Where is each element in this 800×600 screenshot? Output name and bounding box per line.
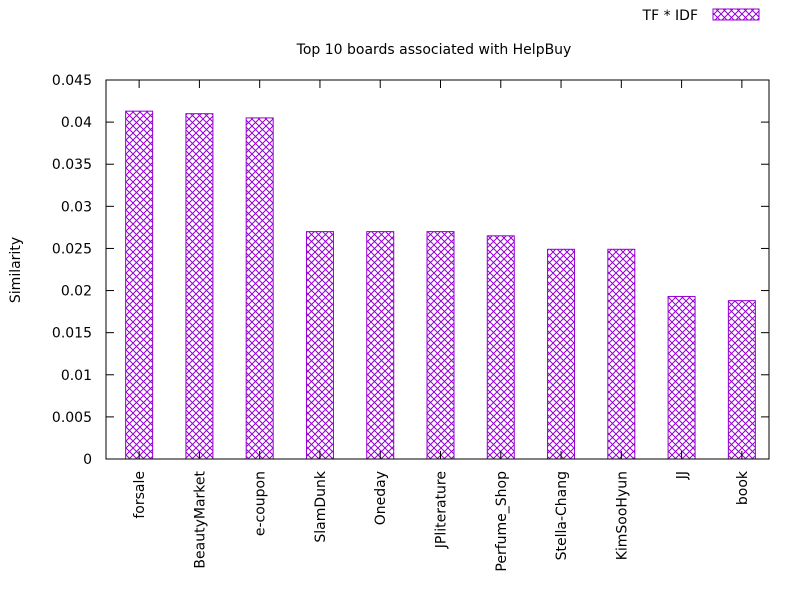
y-tick-label: 0.025 — [52, 241, 92, 257]
x-tick-label: Oneday — [373, 471, 389, 525]
bar-book — [727, 300, 756, 460]
x-tick-label: KimSooHyun — [614, 471, 630, 560]
x-tick-label: Stella-Chang — [554, 471, 570, 560]
legend-label: TF * IDF — [642, 8, 698, 24]
y-tick-label: 0 — [83, 452, 92, 468]
y-tick-label: 0.03 — [61, 199, 92, 215]
chart-title: Top 10 boards associated with HelpBuy — [296, 42, 572, 58]
x-tick-label: book — [735, 470, 751, 505]
bar-e-coupon — [245, 117, 274, 460]
x-tick-labels: forsale BeautyMarket e-coupon SlamDunk Oneda… — [132, 470, 751, 571]
y-tick-label: 0.01 — [61, 368, 92, 384]
x-tick-label: JPliterature — [434, 471, 450, 549]
x-tick-label: e-coupon — [253, 471, 269, 536]
bar-Oneday — [366, 231, 395, 460]
bar-SlamDunk — [305, 231, 334, 460]
bars-group — [125, 110, 756, 460]
x-tick-label: forsale — [132, 471, 148, 519]
tick-marks — [106, 79, 769, 460]
bar-JJ — [667, 295, 696, 460]
y-tick-label: 0.015 — [52, 326, 92, 342]
x-tick-label: SlamDunk — [313, 470, 329, 543]
legend: TF * IDF — [642, 8, 760, 24]
bar-JPliterature — [426, 231, 455, 460]
bar-forsale — [125, 110, 154, 460]
y-tick-label: 0.005 — [52, 410, 92, 426]
y-tick-label: 0.045 — [52, 73, 92, 89]
y-axis-label: Similarity — [8, 237, 24, 303]
y-tick-label: 0.04 — [61, 115, 92, 131]
bar-Perfume_Shop — [486, 235, 515, 460]
y-tick-label: 0.035 — [52, 157, 92, 173]
bar-Stella-Chang — [547, 248, 576, 460]
y-tick-labels: 0 0.005 0.01 0.015 0.02 0.025 0.03 0.035 0.04 0.0… — [52, 73, 92, 468]
bar-KimSooHyun — [607, 248, 636, 460]
bar-BeautyMarket — [185, 113, 214, 460]
legend-swatch — [712, 8, 760, 21]
x-tick-label: BeautyMarket — [192, 470, 208, 568]
x-tick-label: JJ — [675, 471, 691, 480]
y-tick-label: 0.02 — [61, 284, 92, 300]
x-tick-label: Perfume_Shop — [494, 471, 510, 572]
plot-frame — [105, 79, 770, 460]
